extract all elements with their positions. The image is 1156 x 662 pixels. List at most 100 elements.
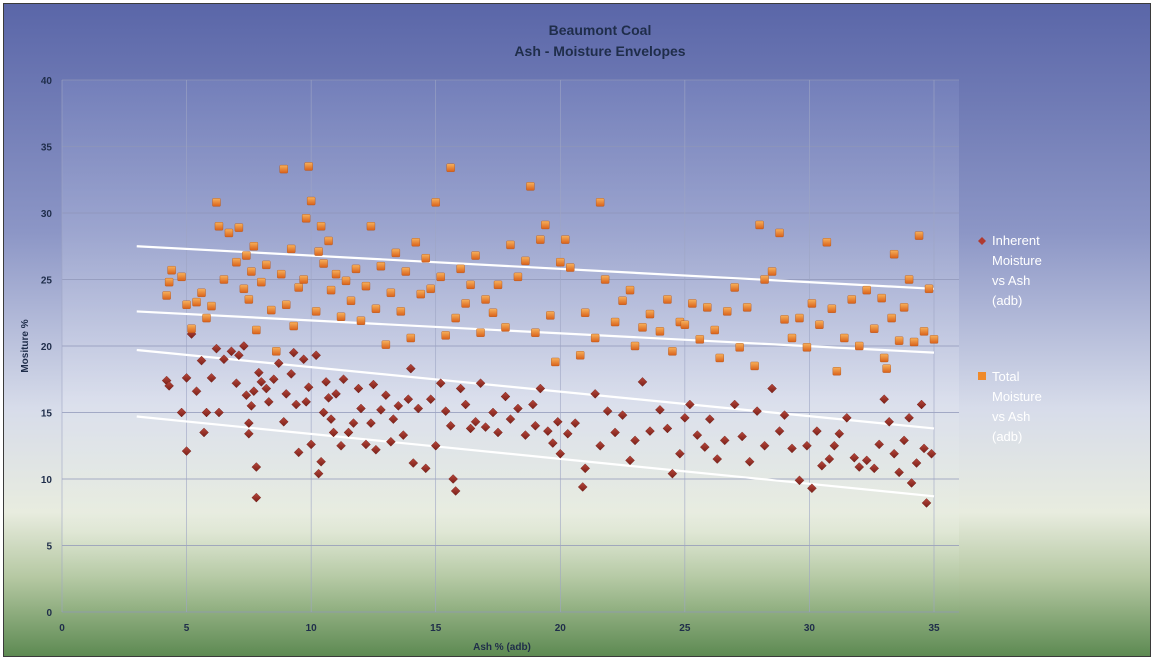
data-point-inherent [926,448,937,459]
chart-title-line-1: Beaumont Coal [549,22,652,38]
data-point-inherent [590,389,600,399]
data-point-inherent [231,378,242,389]
data-point-inherent [321,377,331,387]
data-point-inherent [246,401,257,411]
data-point-total [625,285,635,295]
data-point-inherent [393,401,404,411]
data-point-total [319,259,328,268]
data-point-total [723,307,732,316]
data-point-total [887,313,896,323]
data-point-inherent [602,406,613,416]
data-point-total [715,353,724,363]
data-point-total [526,182,535,191]
data-point-inherent [779,410,790,420]
data-point-total [894,336,904,345]
data-point-inherent [802,440,812,451]
data-point-total [688,299,697,308]
data-point-total [351,264,361,274]
data-point-inherent [293,447,304,458]
data-point-inherent [824,454,835,464]
y-tick-label: 30 [41,209,53,220]
x-tick-label: 15 [430,623,442,634]
data-point-inherent [879,394,889,404]
data-point-total [182,300,191,309]
data-point-total [446,163,455,172]
data-point-total [164,277,174,287]
data-point-inherent [244,418,254,428]
data-point-total [663,295,672,304]
y-tick-label: 40 [41,76,53,87]
data-point-total [162,291,171,300]
data-point-total [703,303,712,312]
data-point-total [376,262,386,271]
data-point-total [431,198,440,207]
data-point-inherent [406,363,416,374]
data-point-total [618,296,627,305]
data-point-inherent [313,468,324,479]
data-point-inherent [548,438,558,448]
data-point-total [506,240,515,250]
data-point-total [401,267,411,276]
y-axis-ticks: 0 5 10 15 20 25 30 35 40 [41,76,53,619]
data-point-inherent [580,463,590,474]
data-point-inherent [829,440,840,451]
data-point-inherent [884,417,894,427]
data-point-inherent [206,373,217,383]
data-point-inherent [301,397,311,407]
data-point-inherent [336,440,346,451]
data-point-total [421,254,430,263]
data-point-inherent [505,414,516,424]
data-point-total [566,263,575,272]
data-point-inherent [889,448,899,459]
data-point-total [767,267,777,276]
data-point-inherent [530,421,541,431]
data-point-total [314,247,323,256]
data-point-inherent [470,417,481,427]
data-point-inherent [408,458,419,468]
data-point-inherent [637,377,648,387]
data-point-inherent [388,414,399,424]
data-point-total [361,281,371,291]
data-point-inherent [655,405,665,415]
chart-frame: 0 5 10 15 20 25 30 35 40 0 5 10 15 20 25 30 35 Beaumont… [3,3,1151,657]
data-point-total [366,222,376,231]
data-point-inherent [199,427,209,438]
data-point-total [456,264,465,274]
data-point-inherent [921,498,932,508]
data-point-inherent [906,478,917,488]
data-point-total [476,328,485,337]
data-point-total [576,351,585,360]
x-tick-label: 0 [59,623,65,634]
data-point-inherent [361,439,371,450]
data-point-total [513,272,523,282]
data-point-inherent [719,435,730,446]
data-point-inherent [440,406,451,416]
data-point-inherent [298,354,309,365]
data-point-inherent [729,399,740,410]
data-point-inherent [196,355,207,366]
data-point-inherent [680,413,690,423]
data-point-total [909,337,919,347]
scatter-chart: 0 5 10 15 20 25 30 35 40 0 5 10 15 20 25 30 35 Beaumont… [4,4,1150,656]
data-point-total [301,214,311,223]
data-point-total [832,367,842,376]
data-point-total [451,313,460,323]
data-point-total [840,333,849,343]
data-point-inherent [493,427,503,438]
data-point-total [501,323,510,332]
data-point-total [187,324,196,333]
data-point-inherent [214,407,224,418]
data-point-total [655,327,665,336]
data-point-inherent [191,386,202,397]
data-point-inherent [256,377,267,387]
data-point-total [638,323,647,332]
data-point-inherent [500,391,511,402]
data-point-total [279,164,288,174]
legend-label-total: Total Moisture vs Ash (adb) [992,369,1042,444]
data-point-total [299,275,308,284]
data-point-inherent [752,406,762,416]
data-point-inherent [595,440,605,451]
data-point-inherent [675,448,685,459]
data-point-inherent [874,439,884,450]
data-point-total [311,307,321,316]
